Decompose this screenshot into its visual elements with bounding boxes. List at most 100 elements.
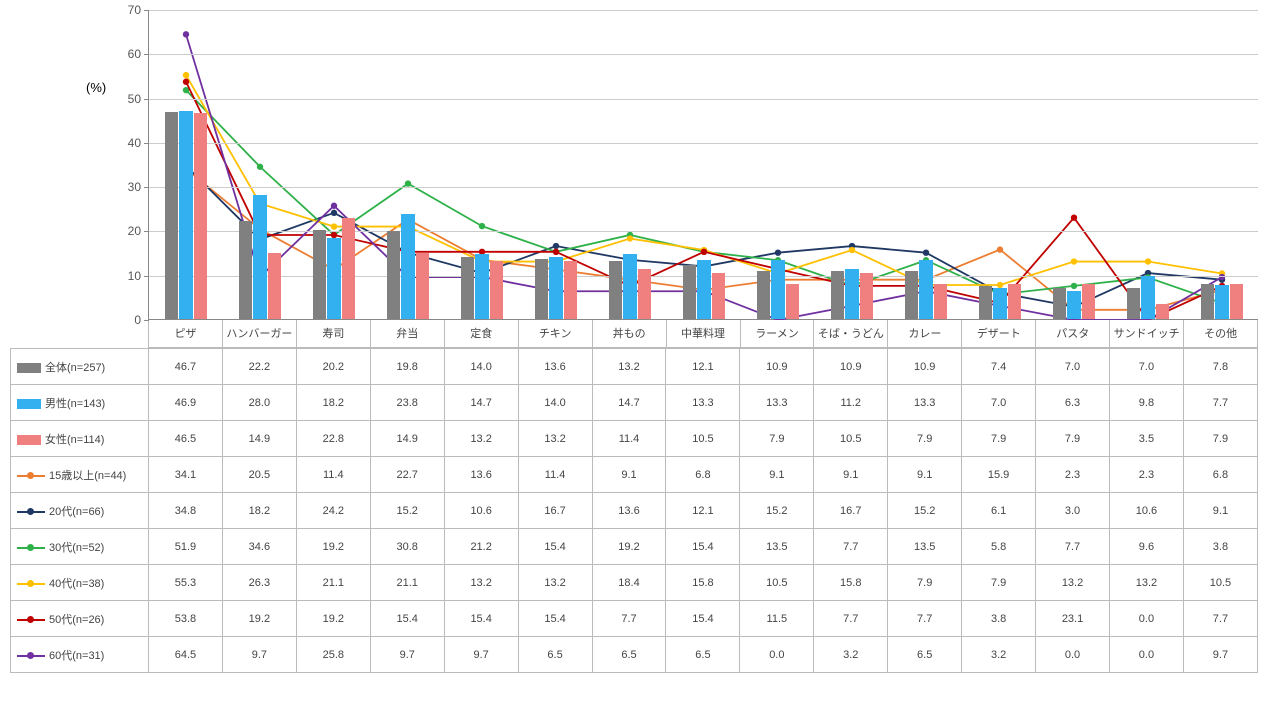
data-cell: 13.3 xyxy=(888,385,962,421)
bar-all xyxy=(165,112,178,319)
bar-all xyxy=(1201,284,1214,319)
data-cell: 12.1 xyxy=(666,349,740,385)
bar-female xyxy=(1008,284,1021,319)
data-cell: 11.4 xyxy=(592,421,666,457)
series-label: 男性(n=143) xyxy=(45,398,105,410)
data-cell: 6.1 xyxy=(962,493,1036,529)
chart-wrapper: (%) 010203040506070 ピザハンバーガー寿司弁当定食チキン丼もの… xyxy=(0,0,1280,720)
data-cell: 2.3 xyxy=(1109,457,1183,493)
table-row: 女性(n=114)46.514.922.814.913.213.211.410.… xyxy=(11,421,1258,457)
data-cell: 9.8 xyxy=(1109,385,1183,421)
data-cell: 13.5 xyxy=(740,529,814,565)
line-swatch-icon xyxy=(17,655,45,657)
series-label: 50代(n=26) xyxy=(49,614,104,626)
data-cell: 7.9 xyxy=(1036,421,1110,457)
data-cell: 14.9 xyxy=(370,421,444,457)
data-cell: 6.3 xyxy=(1036,385,1110,421)
bar-swatch-icon xyxy=(17,435,41,445)
marker-age30s xyxy=(257,164,263,170)
data-cell: 13.2 xyxy=(1109,565,1183,601)
data-cell: 6.5 xyxy=(888,637,962,673)
bar-all xyxy=(1053,288,1066,319)
data-cell: 9.1 xyxy=(814,457,888,493)
marker-age60s xyxy=(331,203,337,209)
line-swatch-icon xyxy=(17,619,45,621)
bar-swatch-icon xyxy=(17,363,41,373)
series-label: 女性(n=114) xyxy=(45,434,104,446)
data-cell: 34.6 xyxy=(222,529,296,565)
table-row: 60代(n=31)64.59.725.89.79.76.56.56.50.03.… xyxy=(11,637,1258,673)
data-cell: 7.7 xyxy=(888,601,962,637)
data-cell: 15.8 xyxy=(814,565,888,601)
data-cell: 9.7 xyxy=(1183,637,1257,673)
data-cell: 10.5 xyxy=(814,421,888,457)
legend-cell-age15: 15歳以上(n=44) xyxy=(11,457,149,493)
category-label: 中華料理 xyxy=(667,320,741,348)
data-cell: 34.1 xyxy=(149,457,223,493)
line-swatch-icon xyxy=(17,583,45,585)
data-cell: 18.2 xyxy=(296,385,370,421)
data-cell: 10.9 xyxy=(888,349,962,385)
category-label: カレー xyxy=(888,320,962,348)
data-cell: 3.5 xyxy=(1109,421,1183,457)
data-cell: 3.8 xyxy=(962,601,1036,637)
data-cell: 25.8 xyxy=(296,637,370,673)
marker-age30s xyxy=(1071,283,1077,289)
marker-age15 xyxy=(997,246,1003,252)
data-cell: 34.8 xyxy=(149,493,223,529)
bar-all xyxy=(1127,288,1140,319)
data-cell: 6.5 xyxy=(592,637,666,673)
data-cell: 11.5 xyxy=(740,601,814,637)
bar-female xyxy=(490,261,503,319)
data-cell: 6.5 xyxy=(518,637,592,673)
data-cell: 20.5 xyxy=(222,457,296,493)
data-cell: 15.4 xyxy=(444,601,518,637)
marker-age20s xyxy=(331,210,337,216)
data-cell: 15.2 xyxy=(740,493,814,529)
data-cell: 7.8 xyxy=(1183,349,1257,385)
marker-age40s xyxy=(1071,258,1077,264)
bar-female xyxy=(934,284,947,319)
data-cell: 6.8 xyxy=(666,457,740,493)
series-label: 15歳以上(n=44) xyxy=(49,470,126,482)
data-cell: 13.3 xyxy=(666,385,740,421)
data-cell: 10.5 xyxy=(740,565,814,601)
data-cell: 10.5 xyxy=(666,421,740,457)
category-label: その他 xyxy=(1184,320,1258,348)
data-cell: 0.0 xyxy=(1109,601,1183,637)
series-label: 30代(n=52) xyxy=(49,542,104,554)
data-cell: 7.7 xyxy=(814,529,888,565)
data-cell: 7.4 xyxy=(962,349,1036,385)
bar-female xyxy=(860,273,873,320)
y-tick-label: 20 xyxy=(117,224,141,238)
data-cell: 15.4 xyxy=(518,601,592,637)
data-cell: 9.7 xyxy=(370,637,444,673)
series-label: 全体(n=257) xyxy=(45,362,105,374)
data-cell: 7.7 xyxy=(1183,385,1257,421)
marker-age30s xyxy=(479,223,485,229)
data-cell: 18.2 xyxy=(222,493,296,529)
marker-age50s xyxy=(183,79,189,85)
data-cell: 7.7 xyxy=(1183,601,1257,637)
category-label: ハンバーガー xyxy=(223,320,297,348)
bar-male xyxy=(327,238,340,319)
bar-all xyxy=(683,265,696,319)
bar-male xyxy=(771,260,784,319)
data-cell: 13.2 xyxy=(444,421,518,457)
category-label: 丼もの xyxy=(593,320,667,348)
series-label: 40代(n=38) xyxy=(49,578,104,590)
bar-female xyxy=(1082,284,1095,319)
bar-all xyxy=(535,259,548,319)
bar-male xyxy=(549,257,562,319)
data-cell: 24.2 xyxy=(296,493,370,529)
data-cell: 15.4 xyxy=(370,601,444,637)
data-cell: 7.9 xyxy=(962,421,1036,457)
legend-cell-all: 全体(n=257) xyxy=(11,349,149,385)
data-cell: 19.2 xyxy=(222,601,296,637)
data-cell: 7.7 xyxy=(814,601,888,637)
data-cell: 10.9 xyxy=(740,349,814,385)
data-cell: 13.5 xyxy=(888,529,962,565)
y-tick-label: 30 xyxy=(117,180,141,194)
bar-male xyxy=(697,260,710,319)
bar-male xyxy=(179,111,192,319)
